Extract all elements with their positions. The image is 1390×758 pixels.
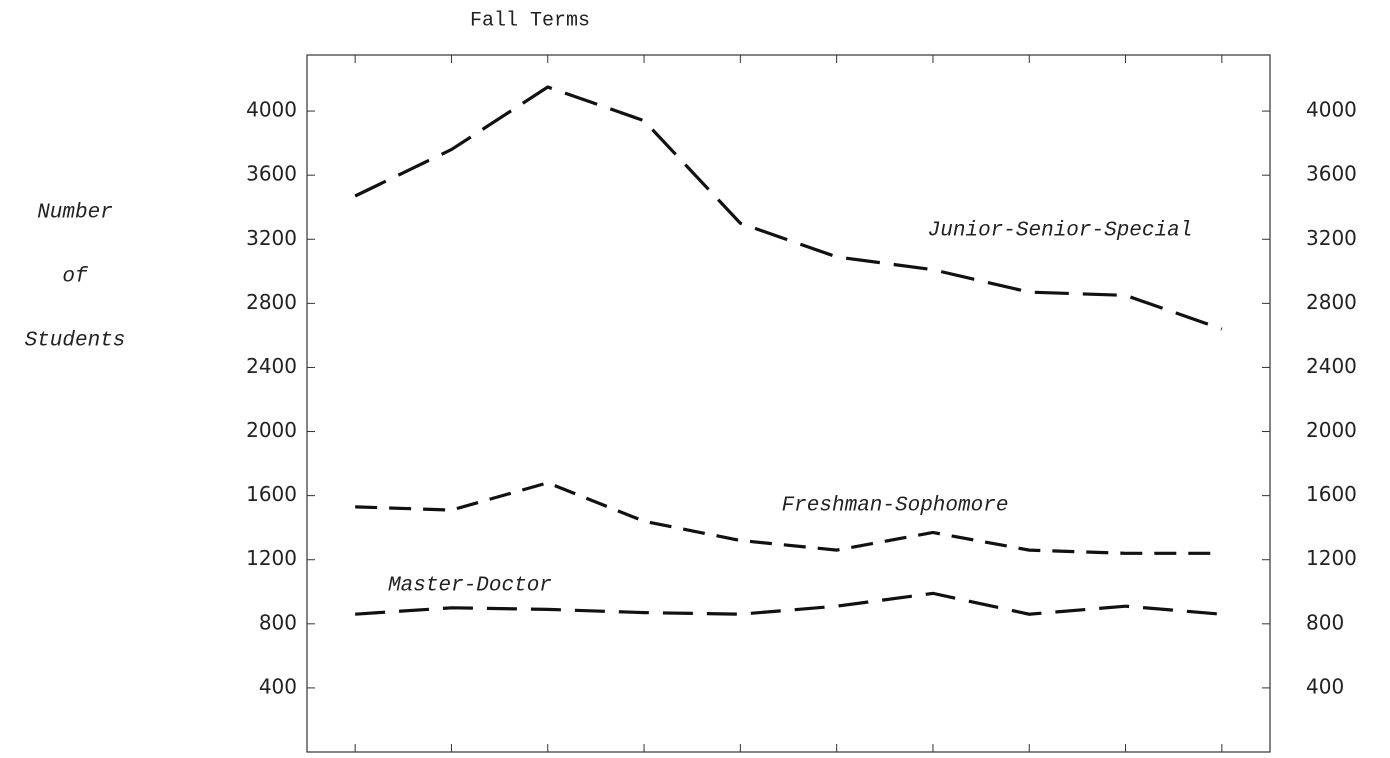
y-axis-label: Number — [37, 202, 113, 225]
y-axis-label: Students — [25, 330, 126, 353]
series-label: Junior-Senior-Special — [928, 220, 1193, 243]
y-tick-label: 4000 — [246, 98, 297, 122]
y2-tick-label: 400 — [1306, 674, 1344, 698]
series-label: Master-Doctor — [388, 575, 552, 598]
series-line — [354, 85, 1223, 331]
y-axis-label: of — [62, 266, 89, 289]
y2-tick-label: 2400 — [1306, 354, 1357, 378]
y2-tick-label: 800 — [1306, 610, 1344, 634]
series-label: Freshman-Sophomore — [782, 495, 1009, 518]
y2-tick-label: 1200 — [1306, 546, 1357, 570]
y-tick-label: 2000 — [246, 418, 297, 442]
series-line — [355, 591, 1222, 616]
y2-tick-label: 1600 — [1306, 482, 1357, 506]
y-tick-label: 2800 — [246, 290, 297, 314]
y-tick-label: 400 — [259, 674, 297, 698]
y-tick-label: 3200 — [246, 226, 297, 250]
y-tick-label: 800 — [259, 610, 297, 634]
y-tick-label: 2400 — [246, 354, 297, 378]
y-tick-label: 3600 — [246, 162, 297, 186]
y-tick-label: 1200 — [246, 546, 297, 570]
y2-tick-label: 3200 — [1306, 226, 1357, 250]
y2-tick-label: 4000 — [1306, 98, 1357, 122]
y2-tick-label: 3600 — [1306, 162, 1357, 186]
y2-tick-label: 2800 — [1306, 290, 1357, 314]
y2-tick-label: 2000 — [1306, 418, 1357, 442]
y-tick-label: 1600 — [246, 482, 297, 506]
plot-frame — [306, 54, 1271, 753]
series-line — [355, 481, 1222, 555]
chart-title: Fall Terms — [470, 9, 590, 32]
